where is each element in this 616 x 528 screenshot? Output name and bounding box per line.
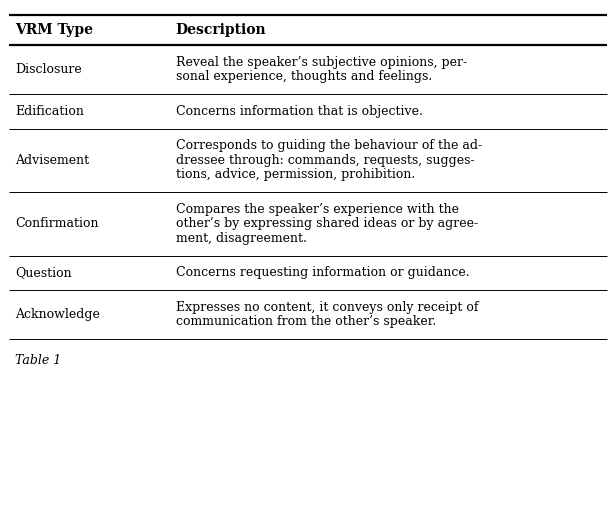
Text: Edification: Edification [15, 105, 84, 118]
Text: sonal experience, thoughts and feelings.: sonal experience, thoughts and feelings. [176, 70, 432, 83]
Text: dressee through: commands, requests, sugges-: dressee through: commands, requests, sug… [176, 154, 474, 167]
Text: tions, advice, permission, prohibition.: tions, advice, permission, prohibition. [176, 168, 415, 181]
Text: Table 1: Table 1 [15, 354, 62, 367]
Text: Confirmation: Confirmation [15, 217, 99, 230]
Text: other’s by expressing shared ideas or by agree-: other’s by expressing shared ideas or by… [176, 217, 477, 230]
Text: Compares the speaker’s experience with the: Compares the speaker’s experience with t… [176, 203, 458, 216]
Text: Corresponds to guiding the behaviour of the ad-: Corresponds to guiding the behaviour of … [176, 139, 482, 152]
Text: Reveal the speaker’s subjective opinions, per-: Reveal the speaker’s subjective opinions… [176, 56, 467, 69]
Text: Question: Question [15, 266, 72, 279]
Text: ment, disagreement.: ment, disagreement. [176, 232, 306, 245]
Text: Disclosure: Disclosure [15, 63, 82, 76]
Text: Expresses no content, it conveys only receipt of: Expresses no content, it conveys only re… [176, 301, 478, 314]
Text: Concerns information that is objective.: Concerns information that is objective. [176, 105, 423, 118]
Text: Advisement: Advisement [15, 154, 89, 167]
Text: communication from the other’s speaker.: communication from the other’s speaker. [176, 315, 436, 328]
Text: VRM Type: VRM Type [15, 23, 94, 37]
Text: Acknowledge: Acknowledge [15, 308, 100, 321]
Text: Description: Description [176, 23, 266, 37]
Text: Concerns requesting information or guidance.: Concerns requesting information or guida… [176, 266, 469, 279]
